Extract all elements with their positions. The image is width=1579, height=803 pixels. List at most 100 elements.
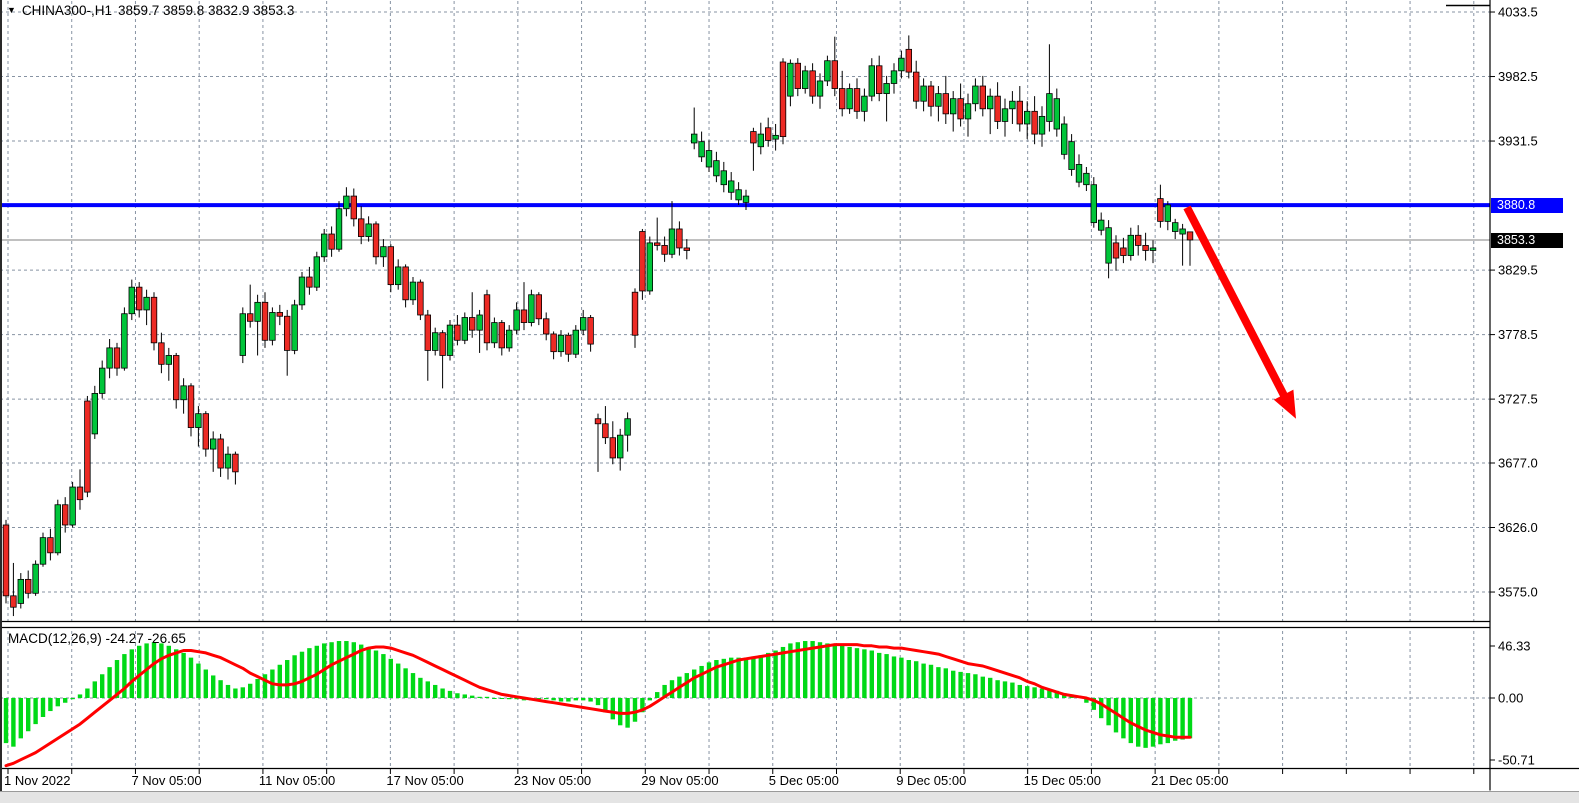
macd-bar (1039, 688, 1045, 698)
macd-axis-label: 0.00 (1498, 691, 1523, 706)
macd-bar (1032, 687, 1037, 698)
bear-candle-body (246, 313, 254, 322)
bull-candle-body (890, 70, 898, 84)
macd-bar (751, 656, 756, 698)
bear-candle-body (809, 70, 816, 97)
bear-candle-body (794, 62, 801, 89)
bull-candle-body (39, 537, 47, 565)
bear-candle-body (661, 245, 668, 255)
bear-candle-body (276, 312, 283, 317)
bull-candle-body (950, 98, 957, 115)
bull-candle-body (91, 393, 98, 435)
macd-bar (721, 658, 726, 698)
time-axis-label: 15 Dec 05:00 (1024, 773, 1101, 788)
bear-candle-body (587, 317, 594, 345)
macd-bar (914, 661, 919, 698)
macd-bar (891, 656, 897, 698)
bull-candle-body (291, 304, 298, 351)
bear-candle-body (565, 334, 572, 355)
bull-candle-body (557, 334, 565, 353)
bull-candle-body (1127, 234, 1134, 256)
macd-bar (795, 642, 800, 698)
bull-candle-body (964, 103, 972, 120)
time-axis-label: 7 Nov 05:00 (131, 773, 201, 788)
bull-candle-body (1068, 141, 1075, 170)
bull-candle-body (572, 329, 579, 355)
macd-bar (1128, 698, 1133, 744)
macd-bar (544, 698, 549, 700)
macd-bar (48, 698, 53, 712)
macd-bar (92, 681, 97, 698)
macd-bar (122, 654, 127, 698)
macd-bar (418, 677, 423, 698)
macd-bar (11, 698, 16, 747)
macd-bar (736, 657, 741, 698)
macd-bar (1180, 698, 1185, 740)
hline-price-tag: 3880.8 (1491, 198, 1563, 213)
time-axis-label: 23 Nov 05:00 (514, 773, 591, 788)
bull-candle-body (1164, 204, 1171, 222)
bull-candle-body (720, 170, 727, 186)
macd-bar (655, 692, 660, 698)
bull-candle-body (165, 355, 172, 365)
macd-bar (877, 652, 882, 698)
macd-bar (1002, 681, 1008, 698)
bull-candle-body (713, 160, 720, 177)
macd-axis-label: 46.33 (1498, 639, 1531, 654)
time-axis-label: 11 Nov 05:00 (259, 773, 335, 788)
macd-bar (632, 698, 638, 722)
bull-candle-body (1001, 108, 1009, 122)
macd-bar (211, 675, 216, 698)
macd-bar (396, 663, 401, 698)
bull-candle-body (313, 256, 320, 288)
bull-candle-body (180, 385, 187, 401)
macd-bar (129, 649, 134, 698)
bull-candle-body (365, 223, 372, 237)
bear-candle-body (350, 195, 357, 220)
bear-candle-body (831, 60, 838, 89)
price-axis-background (1490, 0, 1579, 791)
macd-bar (477, 696, 482, 698)
macd-bar (1091, 698, 1096, 710)
bull-candle-body (254, 301, 261, 322)
bull-candle-body (461, 317, 468, 341)
bull-candle-body (343, 195, 350, 210)
window-left-border (0, 0, 2, 791)
bear-candle-body (1031, 110, 1038, 135)
bull-candle-body (409, 281, 417, 301)
bull-candle-body (883, 83, 890, 95)
macd-bar (943, 668, 948, 698)
bear-candle-body (113, 347, 121, 369)
bull-candle-body (528, 294, 535, 323)
macd-bar (262, 674, 268, 698)
macd-bar (455, 693, 460, 698)
macd-bar (285, 660, 290, 698)
bear-candle-body (609, 437, 616, 459)
bull-candle-body (868, 65, 875, 97)
macd-bar (100, 674, 105, 698)
trend-arrow-head[interactable] (1273, 389, 1296, 419)
bull-candle-body (69, 486, 76, 526)
ohlc-values: 3859.7 3859.8 3832.9 3853.3 (117, 3, 295, 18)
bear-candle-body (172, 355, 180, 401)
trend-arrow-shaft[interactable] (1183, 205, 1290, 401)
bear-candle-body (520, 309, 528, 323)
time-axis-label: 5 Dec 05:00 (769, 773, 839, 788)
macd-bar (1047, 689, 1052, 698)
macd-bar (373, 650, 379, 698)
time-axis-label: 17 Nov 05:00 (386, 773, 463, 788)
macd-bar (1158, 698, 1163, 745)
macd-bar (299, 651, 305, 698)
bear-candle-body (750, 131, 757, 144)
bull-candle-body (1083, 172, 1090, 186)
bear-candle-body (357, 218, 365, 237)
bear-candle-body (328, 233, 335, 250)
time-axis-label: 21 Dec 05:00 (1151, 773, 1228, 788)
bull-candle-body (757, 133, 764, 148)
macd-bar (403, 668, 408, 698)
macd-bar (588, 698, 593, 702)
bear-candle-body (594, 418, 602, 425)
macd-bar (921, 663, 926, 698)
macd-bar (773, 650, 778, 698)
